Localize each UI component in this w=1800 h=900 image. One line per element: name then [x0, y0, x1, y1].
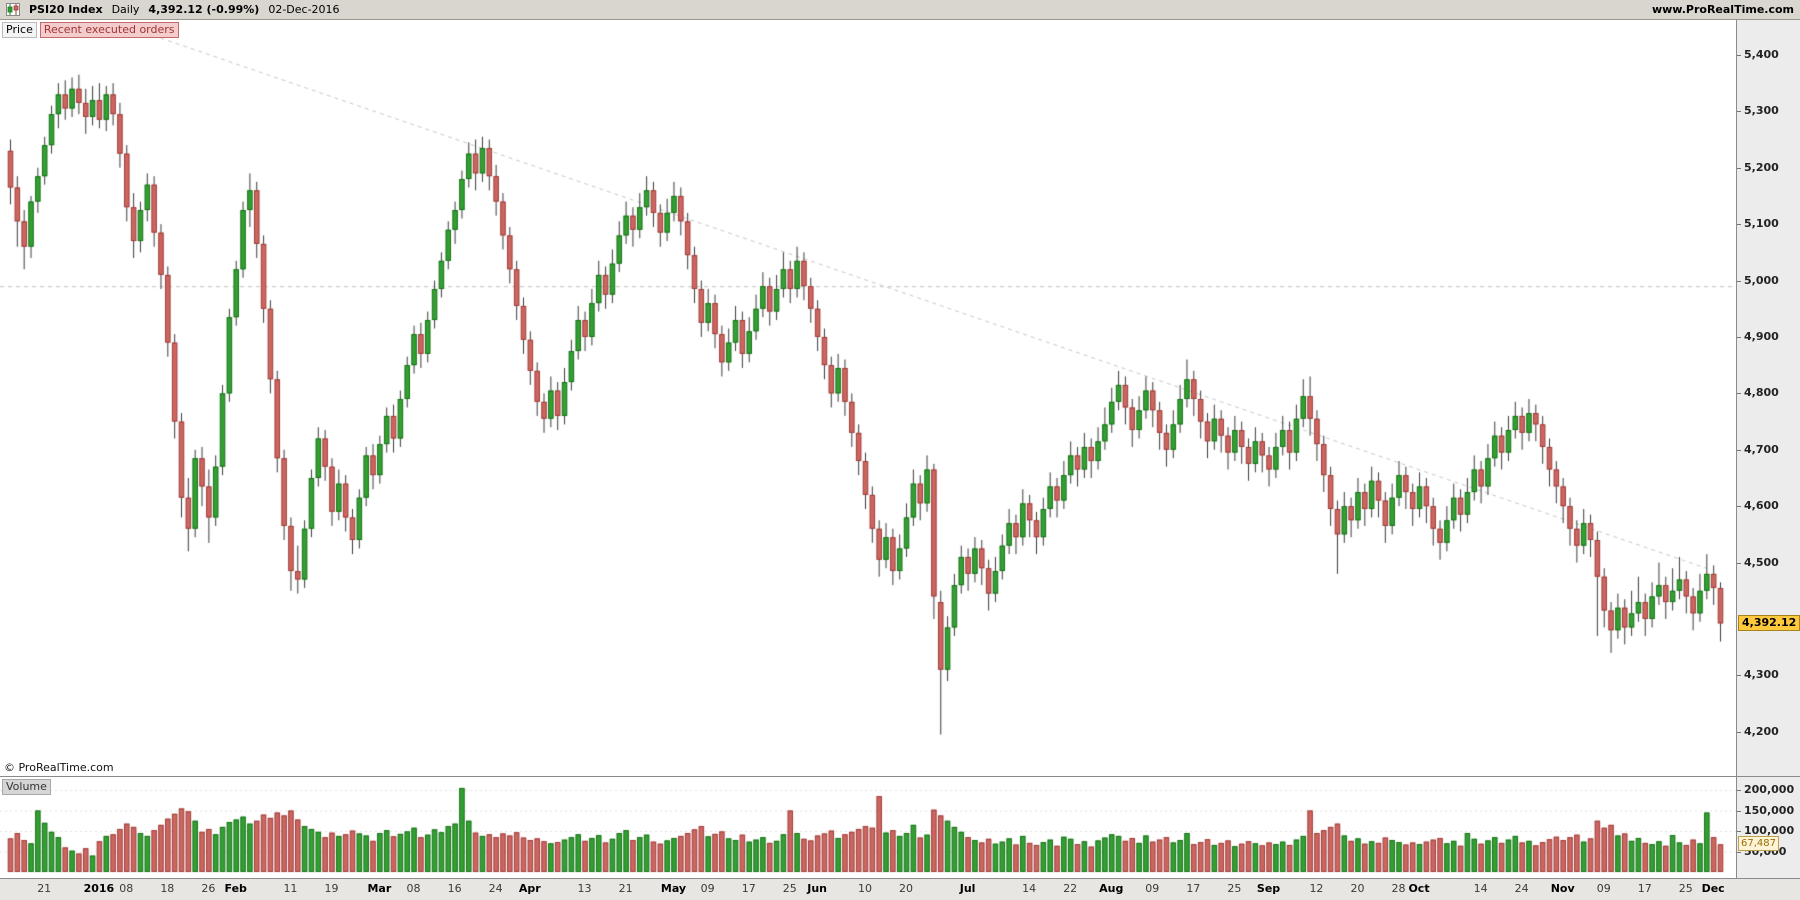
date-axis-day-label: 28: [1391, 882, 1406, 895]
axis-tick: [1737, 732, 1741, 733]
date-axis-month-label: Mar: [367, 882, 392, 895]
axis-tick-label: 4,200: [1744, 725, 1779, 738]
axis-tick: [1737, 790, 1741, 791]
volume-panel: Volume 67,487 200,000 150,000 100,000 50,00…: [0, 776, 1800, 878]
date-axis-day-label: 14: [1473, 882, 1488, 895]
axis-tick-label: 5,400: [1744, 48, 1779, 61]
date-axis-day-label: 20: [1350, 882, 1365, 895]
date-axis-day-label: 21: [618, 882, 633, 895]
date-axis-day-label: 17: [1186, 882, 1201, 895]
axis-tick: [1737, 450, 1741, 451]
quote-date: 02-Dec-2016: [268, 3, 340, 16]
date-axis-day-label: 14: [1022, 882, 1037, 895]
date-axis-month-label: Feb: [224, 882, 247, 895]
axis-tick: [1737, 506, 1741, 507]
axis-tick-label: 100,000: [1744, 824, 1795, 837]
last-price-change: 4,392.12 (-0.99%): [148, 3, 260, 16]
date-axis-day-label: 17: [741, 882, 756, 895]
date-axis-month-label: Jun: [807, 882, 827, 895]
date-axis-day-label: 26: [201, 882, 216, 895]
price-chart-canvas[interactable]: [0, 20, 1736, 776]
date-axis-month-label: Aug: [1099, 882, 1124, 895]
date-axis-day-label: 12: [1309, 882, 1324, 895]
date-axis-month-label: Oct: [1408, 882, 1430, 895]
axis-tick: [1737, 55, 1741, 56]
axis-tick: [1737, 111, 1741, 112]
date-axis-day-label: 24: [488, 882, 503, 895]
last-volume-tag: 67,487: [1738, 836, 1779, 851]
date-axis-month-label: May: [660, 882, 687, 895]
date-axis[interactable]: 21 2016 08 18 26 Feb 11 19 Mar 08 16 24 Apr 13 21 May 09…: [0, 878, 1800, 900]
date-axis-day-label: 09: [700, 882, 715, 895]
axis-tick-label: 4,800: [1744, 386, 1779, 399]
date-axis-day-label: 25: [1227, 882, 1242, 895]
axis-tick-label: 5,100: [1744, 217, 1779, 230]
date-axis-day-label: 25: [782, 882, 797, 895]
date-axis-month-label: 2016: [83, 882, 115, 895]
date-axis-day-label: 10: [858, 882, 872, 895]
axis-tick: [1737, 281, 1741, 282]
volume-chart-canvas[interactable]: [0, 777, 1736, 878]
axis-tick-label: 150,000: [1744, 804, 1795, 817]
volume-axis[interactable]: 67,487 200,000 150,000 100,000 50,000: [1736, 777, 1800, 878]
title-bar: PSI20 Index Daily 4,392.12 (-0.99%) 02-D…: [0, 0, 1800, 20]
axis-tick: [1737, 563, 1741, 564]
date-axis-month-label: Sep: [1256, 882, 1281, 895]
axis-tick: [1737, 675, 1741, 676]
date-axis-day-label: 11: [283, 882, 298, 895]
axis-tick: [1737, 168, 1741, 169]
volume-labels: Volume: [2, 779, 51, 795]
axis-tick-label: 4,700: [1744, 443, 1779, 456]
axis-tick: [1737, 852, 1741, 853]
candlestick-chart-icon: [6, 3, 20, 16]
axis-tick-label: 5,300: [1744, 104, 1779, 117]
volume-label-chip[interactable]: Volume: [2, 779, 51, 795]
axis-tick-label: 4,300: [1744, 668, 1779, 681]
date-axis-month-label: Apr: [518, 882, 541, 895]
axis-tick-label: 4,500: [1744, 556, 1779, 569]
price-label-chip[interactable]: Price: [2, 22, 37, 38]
date-axis-day-label: 25: [1678, 882, 1693, 895]
axis-tick-label: 4,600: [1744, 499, 1779, 512]
date-axis-month-label: Jul: [959, 882, 976, 895]
date-axis-day-label: 21: [37, 882, 52, 895]
axis-tick-label: 4,900: [1744, 330, 1779, 343]
date-axis-day-label: 22: [1063, 882, 1078, 895]
axis-tick: [1737, 393, 1741, 394]
date-axis-month-label: Dec: [1701, 882, 1725, 895]
copyright-text: © ProRealTime.com: [4, 761, 114, 774]
date-axis-day-label: 09: [1145, 882, 1160, 895]
date-axis-day-label: 17: [1637, 882, 1652, 895]
date-axis-day-label: 13: [577, 882, 592, 895]
indicator-labels: Price Recent executed orders: [2, 22, 179, 38]
date-axis-day-label: 08: [406, 882, 421, 895]
date-axis-day-label: 16: [447, 882, 462, 895]
timeframe-label: Daily: [111, 3, 140, 16]
date-axis-day-label: 24: [1514, 882, 1529, 895]
axis-tick-label: 5,000: [1744, 274, 1779, 287]
date-axis-month-label: Nov: [1550, 882, 1575, 895]
axis-tick: [1737, 811, 1741, 812]
axis-tick: [1737, 337, 1741, 338]
date-axis-day-label: 09: [1596, 882, 1611, 895]
date-axis-day-label: 08: [119, 882, 134, 895]
price-axis[interactable]: 4,392.12 5,400 5,300 5,200 5,100 5,000 4,900 4…: [1736, 20, 1800, 776]
symbol-name: PSI20 Index: [29, 3, 103, 16]
axis-tick: [1737, 224, 1741, 225]
date-axis-day-label: 20: [899, 882, 914, 895]
axis-tick-label: 200,000: [1744, 783, 1795, 796]
price-panel: Price Recent executed orders © ProRealTi…: [0, 20, 1800, 776]
brand-website: www.ProRealTime.com: [1651, 3, 1794, 16]
date-axis-day-label: 18: [160, 882, 175, 895]
last-price-tag: 4,392.12: [1738, 615, 1800, 631]
axis-tick: [1737, 831, 1741, 832]
axis-tick-label: 5,200: [1744, 161, 1779, 174]
date-axis-day-label: 19: [324, 882, 339, 895]
recent-orders-chip[interactable]: Recent executed orders: [39, 22, 179, 38]
